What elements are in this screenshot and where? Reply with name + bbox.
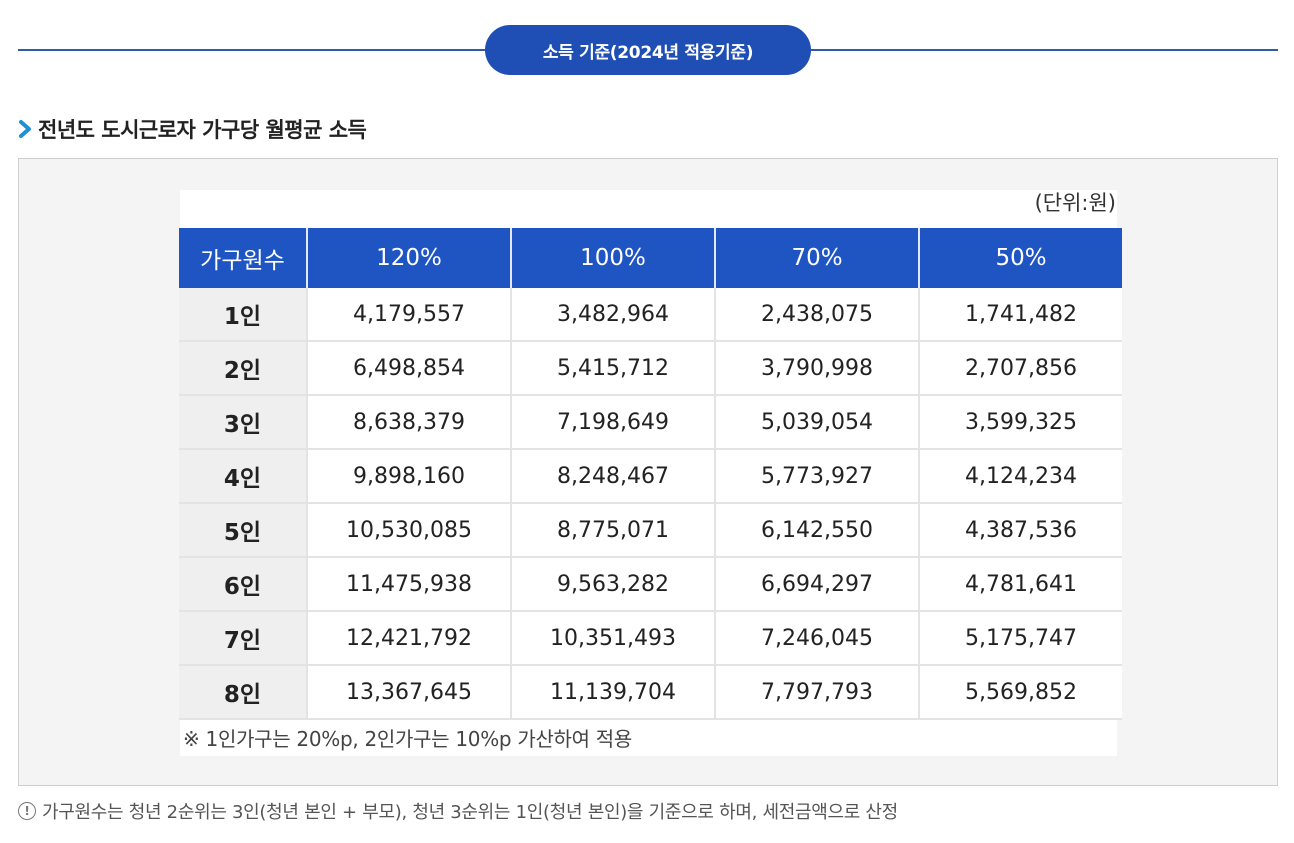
table-cell: 5,039,054 xyxy=(715,395,920,450)
table-cell: 5,415,712 xyxy=(511,341,716,396)
table-row: 7인 12,421,792 10,351,493 7,246,045 5,175… xyxy=(179,611,1122,666)
chevron-right-icon xyxy=(19,120,31,138)
table-cell: 5,773,927 xyxy=(715,449,920,504)
table-row: 4인 9,898,160 8,248,467 5,773,927 4,124,2… xyxy=(179,449,1122,504)
table-cell: 9,898,160 xyxy=(307,449,512,504)
table-cell: 4,387,536 xyxy=(919,503,1122,558)
table-cell: 4,124,234 xyxy=(919,449,1122,504)
table-cell: 1,741,482 xyxy=(919,288,1122,342)
table-cell: 5,569,852 xyxy=(919,665,1122,720)
table-row: 3인 8,638,379 7,198,649 5,039,054 3,599,3… xyxy=(179,395,1122,450)
footnote: ! 가구원수는 청년 2순위는 3인(청년 본인 + 부모), 청년 3순위는 … xyxy=(18,798,898,824)
table-row: 2인 6,498,854 5,415,712 3,790,998 2,707,8… xyxy=(179,341,1122,396)
table-cell: 3,599,325 xyxy=(919,395,1122,450)
table-row: 8인 13,367,645 11,139,704 7,797,793 5,569… xyxy=(179,665,1122,720)
footnote-text: 가구원수는 청년 2순위는 3인(청년 본인 + 부모), 청년 3순위는 1인… xyxy=(42,802,898,823)
header-120: 120% xyxy=(307,228,512,288)
table-cell: 7,797,793 xyxy=(715,665,920,720)
income-table-panel: (단위:원) 가구원수 120% 100% 70% 50% 1인 4,179,5… xyxy=(18,158,1278,786)
table-cell: 11,475,938 xyxy=(307,557,512,612)
table-cell: 9,563,282 xyxy=(511,557,716,612)
table-cell: 4,179,557 xyxy=(307,288,512,342)
row-label: 8인 xyxy=(179,665,308,720)
table-cell: 8,248,467 xyxy=(511,449,716,504)
table-cell: 8,638,379 xyxy=(307,395,512,450)
table-cell: 3,482,964 xyxy=(511,288,716,342)
header-50: 50% xyxy=(919,228,1122,288)
table-cell: 6,694,297 xyxy=(715,557,920,612)
row-label: 1인 xyxy=(179,288,308,342)
criteria-banner: 소득 기준(2024년 적용기준) xyxy=(485,25,811,75)
row-label: 4인 xyxy=(179,449,308,504)
section-title: 전년도 도시근로자 가구당 월평균 소득 xyxy=(38,118,367,142)
table-cell: 6,142,550 xyxy=(715,503,920,558)
table-cell: 13,367,645 xyxy=(307,665,512,720)
income-table: 가구원수 120% 100% 70% 50% 1인 4,179,557 3,48… xyxy=(179,228,1122,720)
table-cell: 12,421,792 xyxy=(307,611,512,666)
table-row: 1인 4,179,557 3,482,964 2,438,075 1,741,4… xyxy=(179,288,1122,342)
table-cell: 6,498,854 xyxy=(307,341,512,396)
row-label: 6인 xyxy=(179,557,308,612)
table-row: 5인 10,530,085 8,775,071 6,142,550 4,387,… xyxy=(179,503,1122,558)
section-heading: 전년도 도시근로자 가구당 월평균 소득 xyxy=(18,113,367,145)
table-cell: 10,351,493 xyxy=(511,611,716,666)
table-cell: 11,139,704 xyxy=(511,665,716,720)
table-cell: 10,530,085 xyxy=(307,503,512,558)
table-cell: 4,781,641 xyxy=(919,557,1122,612)
row-label: 5인 xyxy=(179,503,308,558)
table-row: 6인 11,475,938 9,563,282 6,694,297 4,781,… xyxy=(179,557,1122,612)
row-label: 2인 xyxy=(179,341,308,396)
header-100: 100% xyxy=(511,228,716,288)
table-cell: 2,438,075 xyxy=(715,288,920,342)
info-icon: ! xyxy=(18,802,36,820)
row-label: 3인 xyxy=(179,395,308,450)
table-cell: 3,790,998 xyxy=(715,341,920,396)
row-label: 7인 xyxy=(179,611,308,666)
table-cell: 8,775,071 xyxy=(511,503,716,558)
table-cell: 5,175,747 xyxy=(919,611,1122,666)
table-note: ※ 1인가구는 20%p, 2인가구는 10%p 가산하여 적용 xyxy=(183,727,633,751)
header-household-size: 가구원수 xyxy=(179,228,308,288)
table-cell: 2,707,856 xyxy=(919,341,1122,396)
header-70: 70% xyxy=(715,228,920,288)
table-cell: 7,198,649 xyxy=(511,395,716,450)
table-cell: 7,246,045 xyxy=(715,611,920,666)
unit-label: (단위:원) xyxy=(1034,191,1116,215)
table-header-row: 가구원수 120% 100% 70% 50% xyxy=(179,228,1122,288)
criteria-banner-label: 소득 기준(2024년 적용기준) xyxy=(542,42,754,63)
